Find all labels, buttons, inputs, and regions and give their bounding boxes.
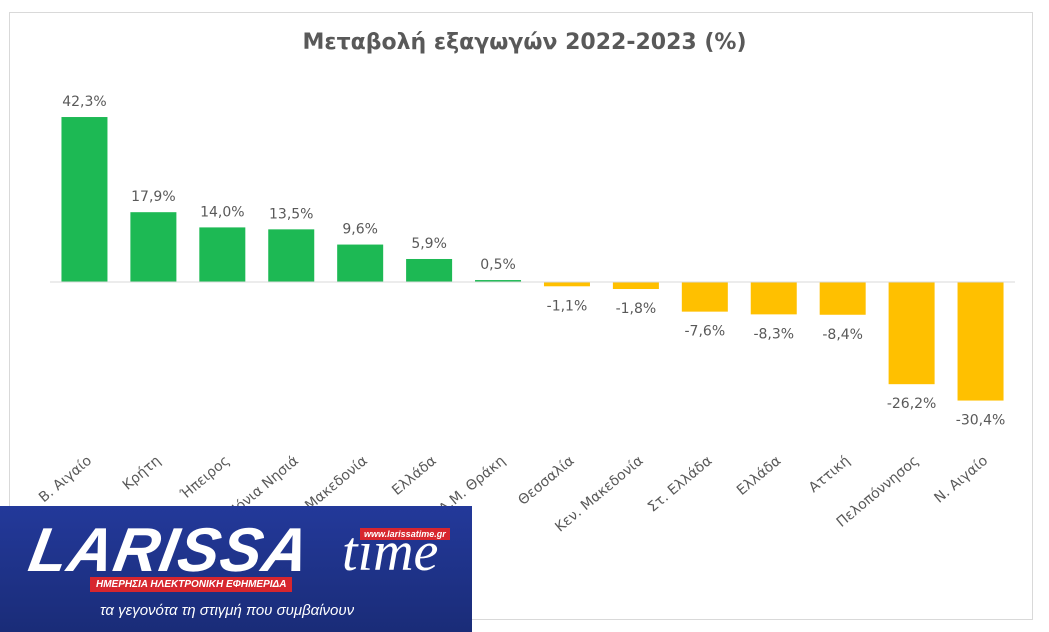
logo-subtitle: ΗΜΕΡΗΣΙΑ ΗΛΕΚΤΡΟΝΙΚΗ ΕΦΗΜΕΡΙΔΑ [90,577,293,592]
logo-wordmark: LARISSA [24,516,316,585]
x-tick-label: Β. Αιγαίο [36,453,95,506]
data-label: -8,4% [822,327,863,343]
x-tick-label: Κρήτη [120,453,164,494]
bar [750,282,797,315]
bar [543,282,590,287]
bar [681,282,728,312]
bar [130,212,177,282]
data-label: -26,2% [887,396,937,412]
bar [61,117,108,282]
bar [612,282,659,290]
bar [406,258,453,282]
data-label: -7,6% [685,324,726,340]
data-label: 0,5% [480,257,516,273]
x-tick-label: Ελλάδα [734,453,784,499]
data-label: -1,8% [616,301,657,317]
x-tick-label: Αττική [806,453,853,496]
bar [268,229,315,282]
x-tick-label: Στ. Ελλάδα [645,453,716,516]
data-label: 5,9% [411,236,447,252]
x-tick-label: Ελλάδα [389,453,439,499]
larissatime-logo: LARISSA time www.larissatime.gr ΗΜΕΡΗΣΙΑ… [0,506,472,632]
x-tick-label: Θεσσαλία [515,453,577,509]
data-label: 14,0% [200,204,244,220]
bar [475,280,522,282]
chart-title: Μεταβολή εξαγωγών 2022-2023 (%) [302,30,747,55]
data-label: 9,6% [342,222,378,238]
data-label: -1,1% [547,298,588,314]
x-tick-label: Ν. Αιγαίο [931,453,991,507]
logo-url: www.larissatime.gr [360,528,450,540]
bar [199,227,246,282]
data-label: -8,3% [753,326,794,342]
bar [957,282,1004,401]
data-label: 17,9% [131,189,175,205]
bar [819,282,866,315]
bar [337,244,384,282]
data-label: 42,3% [62,94,106,110]
data-label: 13,5% [269,206,313,222]
logo-tagline: τα γεγονότα τη στιγμή που συμβαίνουν [100,602,355,619]
bar [888,282,935,385]
data-label: -30,4% [956,413,1006,429]
x-tick-label: Ήπειρος [177,453,233,504]
